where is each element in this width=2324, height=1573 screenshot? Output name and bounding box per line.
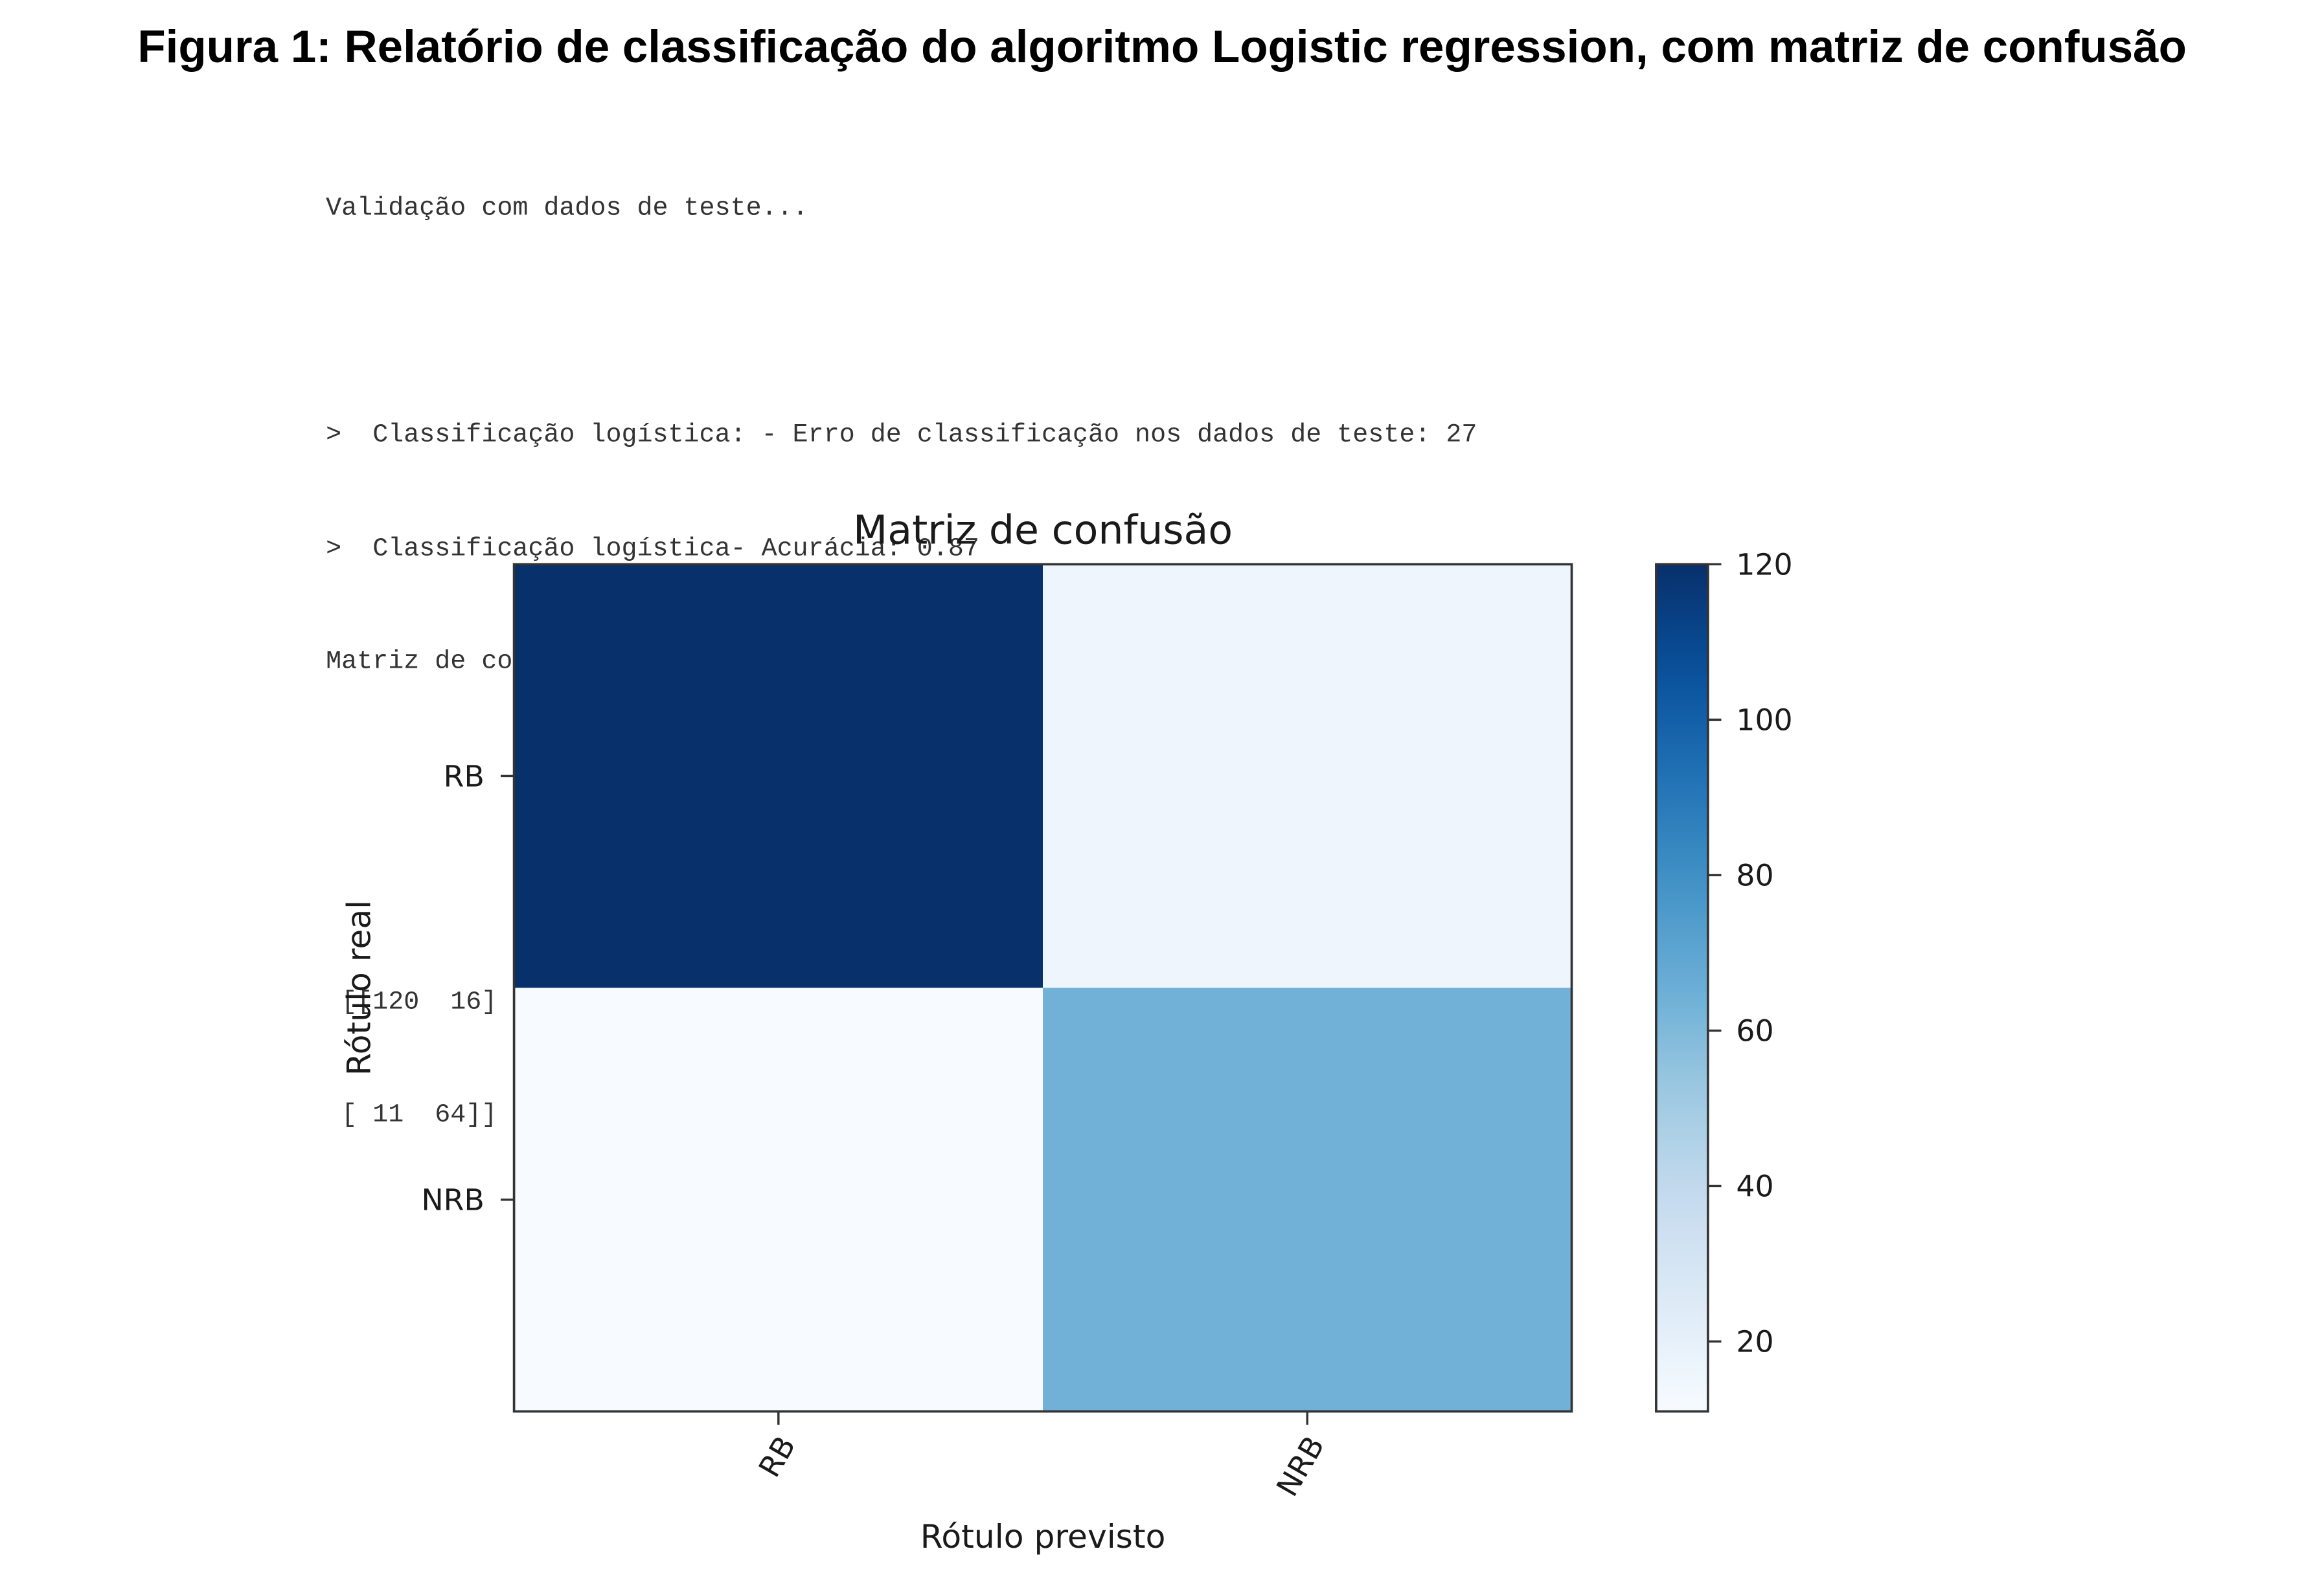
console-output: Validação com dados de teste... > Classi…	[326, 115, 1477, 1210]
plot-frame	[512, 563, 1573, 1413]
console-matrix-row-1: [[120 16]	[326, 987, 497, 1017]
x-tick-label: RB	[752, 1431, 802, 1483]
colorbar-tick-label: 80	[1736, 858, 1773, 892]
console-line-validation: Validação com dados de teste...	[326, 194, 808, 224]
x-tick-label: NRB	[1270, 1431, 1332, 1502]
y-axis-label: Rótulo real	[340, 900, 378, 1076]
console-line-error: > Classificação logística: - Erro de cla…	[326, 420, 1477, 451]
colorbar-tick-label: 120	[1736, 547, 1792, 582]
heatmap-cell	[514, 988, 1043, 1412]
heatmap-cell	[514, 564, 1043, 988]
colorbar-tick-label: 40	[1736, 1169, 1773, 1203]
heatmap-cell	[1043, 988, 1572, 1412]
colorbar-tick-label: 60	[1736, 1013, 1773, 1048]
y-tick-label: RB	[444, 759, 484, 793]
figure-caption: Figura 1: Relatório de classificação do …	[137, 21, 2187, 73]
console-line-accuracy: > Classificação logística- Acurácia: 0.8…	[326, 534, 979, 564]
console-matrix-row-2: [ 11 64]]	[326, 1100, 497, 1130]
y-tick-label: NRB	[421, 1183, 484, 1217]
colorbar-tick-label: 100	[1736, 703, 1792, 737]
x-axis-label: Rótulo previsto	[920, 1517, 1166, 1556]
heatmap-cell	[1043, 564, 1572, 988]
colorbar-tick-label: 20	[1736, 1325, 1773, 1359]
chart-title: Matriz de confusão	[853, 506, 1233, 553]
colorbar	[1655, 563, 1709, 1413]
